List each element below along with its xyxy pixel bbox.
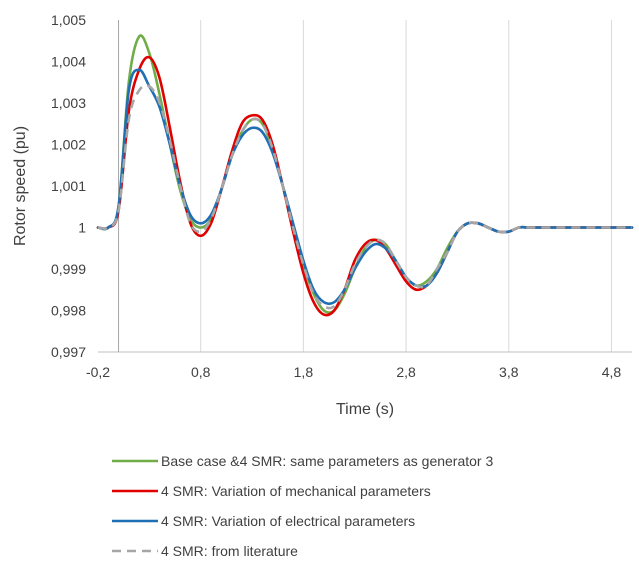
series-line-3 — [96, 68, 634, 306]
legend-label-4: 4 SMR: from literature — [161, 543, 298, 559]
y-tick-label: 0,999 — [51, 261, 86, 277]
x-tick-label: 4,8 — [602, 364, 622, 380]
y-tick-label: 1,005 — [51, 12, 86, 28]
legend-label-2: 4 SMR: Variation of mechanical parameter… — [161, 483, 431, 499]
y-tick-label: 1,004 — [51, 54, 86, 70]
x-tick-label: 0,8 — [191, 364, 211, 380]
x-axis-label: Time (s) — [336, 401, 394, 418]
legend: Base case &4 SMR: same parameters as gen… — [112, 453, 493, 559]
series-line-4 — [97, 84, 632, 310]
x-tick-label: 2,8 — [396, 364, 416, 380]
series-lines — [96, 34, 634, 317]
y-tick-label: 0,998 — [51, 303, 86, 319]
y-tick-label: 1,002 — [51, 137, 86, 153]
legend-label-3: 4 SMR: Variation of electrical parameter… — [161, 513, 415, 529]
y-axis-ticks: 0,997 0,998 0,999 1 1,001 1,002 1,003 1,004 1,00… — [51, 12, 86, 360]
y-tick-label: 1,003 — [51, 95, 86, 111]
x-axis-ticks: -0,2 0,8 1,8 2,8 3,8 4,8 — [86, 364, 621, 380]
gridlines — [200, 20, 612, 352]
x-tick-label: 1,8 — [294, 364, 314, 380]
y-tick-label: 0,997 — [51, 344, 86, 360]
y-tick-label: 1 — [78, 220, 86, 236]
y-axis-label: Rotor speed (pu) — [12, 126, 29, 246]
y-tick-label: 1,001 — [51, 178, 86, 194]
legend-label-1: Base case &4 SMR: same parameters as gen… — [161, 453, 493, 469]
x-tick-label: 3,8 — [499, 364, 519, 380]
x-tick-label: -0,2 — [86, 364, 110, 380]
